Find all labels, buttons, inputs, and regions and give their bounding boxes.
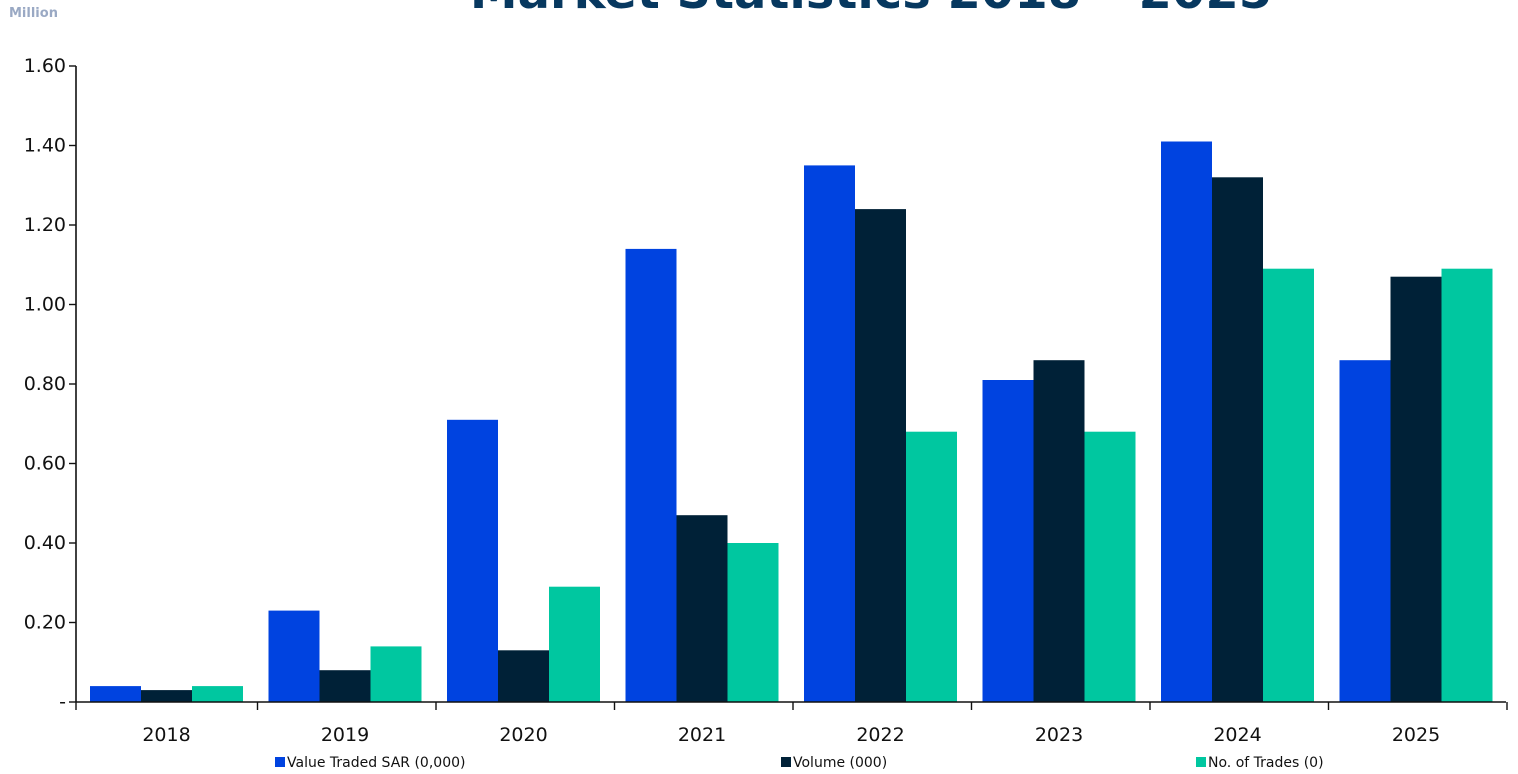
y-tick-label-8: 1.60 xyxy=(24,55,66,77)
bar-2024-series-3 xyxy=(1263,268,1314,702)
legend-label-1: Value Traded SAR (0,000) xyxy=(287,755,465,771)
bar-2021-series-1 xyxy=(625,248,677,702)
bar-2025-series-3 xyxy=(1441,268,1493,702)
bar-2023-series-1 xyxy=(982,380,1034,702)
bar-2019-series-3 xyxy=(370,646,422,702)
bar-2022-series-1 xyxy=(804,165,855,702)
bar-2022-series-2 xyxy=(855,209,906,702)
legend-swatch-1 xyxy=(275,757,285,767)
x-axis: 2018 2019 2020 2021 2022 2023 2024 2025 xyxy=(75,701,1508,746)
bar-2020-series-3 xyxy=(549,586,600,702)
x-tick-label-2018: 2018 xyxy=(142,724,190,746)
bar-2023-series-2 xyxy=(1033,360,1085,702)
y-tick-label-5: 1.00 xyxy=(24,294,66,316)
bar-2024-series-2 xyxy=(1212,177,1263,703)
y-tick-label-0: - xyxy=(59,691,66,713)
plot-area xyxy=(90,141,1493,703)
bar-2020-series-1 xyxy=(447,419,498,702)
y-tick-label-6: 1.20 xyxy=(24,214,66,236)
bar-2020-series-2 xyxy=(498,650,549,702)
x-tick-label-2020: 2020 xyxy=(499,724,547,746)
bar-2019-series-2 xyxy=(319,670,371,702)
x-tick-label-2023: 2023 xyxy=(1035,724,1083,746)
y-tick-label-2: 0.40 xyxy=(24,532,66,554)
y-tick-label-7: 1.40 xyxy=(24,135,66,157)
x-tick-label-2024: 2024 xyxy=(1213,724,1261,746)
x-tick-label-2019: 2019 xyxy=(321,724,369,746)
bar-2022-series-3 xyxy=(906,431,957,702)
legend-label-2: Volume (000) xyxy=(793,755,887,771)
bar-2018-series-3 xyxy=(192,686,243,702)
bar-2021-series-3 xyxy=(727,543,779,702)
y-tick-label-3: 0.60 xyxy=(24,453,66,475)
bar-2018-series-2 xyxy=(141,690,192,702)
bar-2018-series-1 xyxy=(90,686,141,702)
y-tick-label-1: 0.20 xyxy=(24,612,66,634)
x-tick-label-2025: 2025 xyxy=(1392,724,1440,746)
bar-2025-series-1 xyxy=(1339,360,1391,702)
bar-2023-series-3 xyxy=(1084,431,1136,702)
legend-swatch-2 xyxy=(781,757,791,767)
bar-2021-series-2 xyxy=(676,515,728,702)
legend: Value Traded SAR (0,000) Volume (000) No. … xyxy=(275,755,1324,771)
legend-swatch-3 xyxy=(1196,757,1206,767)
x-tick-label-2021: 2021 xyxy=(678,724,726,746)
bar-2024-series-1 xyxy=(1161,141,1212,702)
x-tick-label-2022: 2022 xyxy=(856,724,904,746)
chart-title: Market Statistics 2018 – 2025 xyxy=(470,0,1272,20)
y-tick-label-4: 0.80 xyxy=(24,373,66,395)
unit-label: Million xyxy=(9,6,58,21)
bar-2019-series-1 xyxy=(268,610,320,702)
bar-2025-series-2 xyxy=(1390,276,1442,702)
legend-label-3: No. of Trades (0) xyxy=(1208,755,1324,771)
y-axis: - 0.20 0.40 0.60 0.80 1.00 1.20 1.40 1.60 xyxy=(24,55,77,713)
